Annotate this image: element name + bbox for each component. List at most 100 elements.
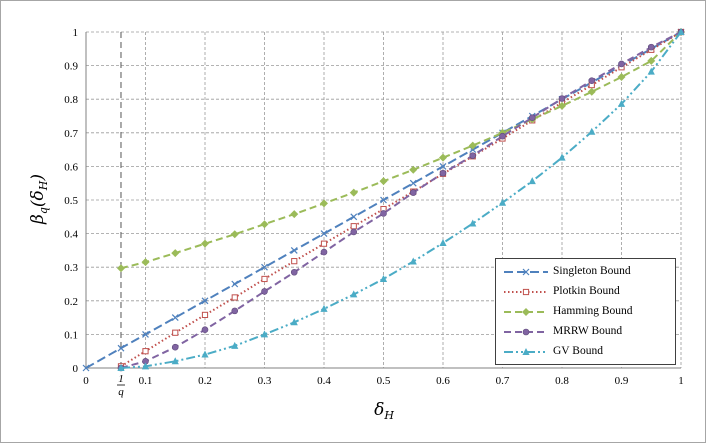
legend-label-1: Plotkin Bound [553, 285, 620, 297]
series-4-point-4 [231, 341, 239, 349]
series-0-point-11-b [409, 179, 417, 187]
legend: Singleton Bound Plotkin Bound Hamming Boun… [495, 258, 676, 365]
series-4-point-12 [469, 219, 477, 227]
y-tick-label-5: 0.5 [64, 195, 78, 207]
series-0-point-9 [350, 213, 358, 221]
series-3-point-4 [231, 307, 239, 315]
series-4-point-5 [260, 330, 269, 338]
axes [85, 32, 681, 369]
y-axis-title: βq(δH) [28, 174, 50, 225]
series-3-point-12 [469, 152, 477, 159]
series-1-point-8 [350, 223, 357, 230]
series-0-point-12-b [439, 162, 447, 170]
y-tick-label-3: 0.3 [64, 262, 78, 274]
series-4-point-13 [498, 198, 507, 206]
x-axis-title: δH [374, 400, 394, 422]
series-4-point-6 [290, 318, 298, 326]
legend-swatch-marker-3 [522, 328, 530, 336]
series-4-point-3 [201, 350, 209, 358]
series-2 [116, 28, 685, 273]
series-3 [117, 28, 685, 372]
series-0-point-8-b [320, 230, 328, 238]
legend-swatch-4 [504, 348, 548, 355]
series-2-point-9 [379, 177, 388, 186]
series-3-point-10 [409, 189, 417, 196]
x-tick-label-8: 0.8 [555, 375, 569, 387]
y-tick-label-2: 0.2 [64, 296, 78, 308]
series-3-point-11 [439, 169, 447, 177]
series-0-point-1 [117, 344, 125, 352]
series-2-point-1 [141, 258, 150, 267]
series-4-point-8 [350, 290, 358, 298]
series-2-point-4 [230, 230, 239, 239]
x-tick-label-0: 0 [83, 375, 89, 387]
x-tick-label-6: 0.6 [436, 375, 450, 387]
series-1-point-4 [231, 294, 238, 301]
series-3-point-15 [558, 95, 566, 102]
legend-swatch-0 [504, 268, 548, 276]
tick-labels: 0 0.1 0.2 0.3 0.4 0.5 0.6 0.7 0.8 0.9 1 0 0.1 0.2 0.3 0… [64, 27, 684, 387]
one-over-q-denominator: q [118, 386, 124, 398]
series-2-point-6 [290, 210, 299, 219]
y-tick-label-10: 1 [73, 27, 79, 39]
series-0-point-6 [261, 263, 268, 271]
series-0-point-7-b [290, 246, 298, 254]
series-3-point-8 [350, 228, 358, 236]
series-3-point-18 [647, 43, 655, 51]
series-4 [117, 28, 685, 371]
series-3-point-16 [588, 77, 596, 85]
legend-swatch-marker-0-b [522, 268, 530, 276]
series-4-point-19 [677, 28, 685, 35]
legend-item-2: Hamming Bound [496, 303, 675, 321]
series-2-point-3 [201, 239, 209, 248]
y-tick-label-6: 0.6 [64, 161, 78, 173]
series-3-point-17 [618, 60, 625, 68]
series-3-point-3 [201, 326, 209, 333]
x-tick-label-5: 0.5 [377, 375, 391, 387]
series-2-point-17 [617, 73, 626, 82]
series-0-point-8 [320, 230, 328, 238]
y-tick-label-7: 0.7 [64, 128, 78, 140]
legend-item-1: Plotkin Bound [496, 283, 675, 301]
series-2-point-12 [468, 141, 477, 150]
series-0-point-5-b [231, 280, 239, 288]
series-line-4 [120, 31, 682, 369]
legend-item-0: Singleton Bound [496, 263, 675, 281]
series-0-point-7 [290, 246, 298, 254]
series-0-point-11 [409, 179, 417, 187]
series-2-point-11 [439, 153, 447, 162]
series-0-point-12 [439, 162, 447, 170]
series-2-point-18 [647, 56, 656, 65]
series-0-point-10-b [380, 196, 387, 204]
series-4-point-17 [617, 99, 626, 107]
series-0-point-13 [469, 146, 477, 154]
series-0-point-10 [380, 196, 387, 204]
legend-label-4: GV Bound [553, 345, 603, 357]
series-4-point-16 [588, 127, 596, 135]
y-tick-label-9: 0.9 [64, 61, 78, 73]
legend-swatch-marker-1 [522, 288, 530, 296]
series-4-point-9 [379, 274, 388, 282]
series-0-point-4 [201, 297, 209, 305]
series-3-point-5 [261, 288, 268, 295]
legend-swatch-marker-4 [522, 348, 530, 355]
series-line-3 [120, 31, 682, 369]
x-tick-label-2: 0.2 [198, 375, 212, 387]
legend-item-4: GV Bound [496, 343, 675, 361]
series-4-point-10 [409, 257, 417, 265]
legend-label-0: Singleton Bound [553, 265, 631, 277]
series-4-point-0 [117, 364, 125, 371]
series-1-point-5 [261, 275, 268, 283]
series-2-point-10 [409, 165, 418, 174]
series-3-point-7 [320, 248, 328, 256]
series-0-point-5 [231, 280, 239, 288]
series-line-2 [120, 31, 682, 270]
x-tick-label-1: 0.1 [139, 375, 153, 387]
series-2-point-0 [116, 264, 125, 273]
series-0-point-0-b [82, 364, 90, 372]
series-0-point-13-b [469, 146, 477, 154]
series-4-point-15 [558, 153, 566, 161]
series-3-point-13 [499, 132, 506, 140]
